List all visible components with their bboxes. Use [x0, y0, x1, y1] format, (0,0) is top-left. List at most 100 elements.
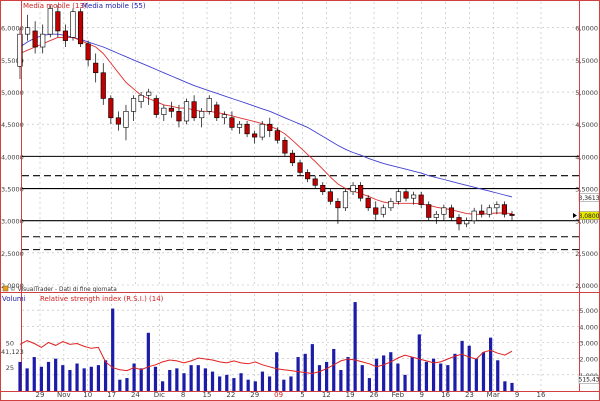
x-axis-label: 26: [370, 391, 379, 399]
volume-bar: [367, 378, 371, 391]
candle-up: [259, 123, 265, 138]
candle-up: [441, 207, 447, 215]
candle-down: [403, 191, 409, 199]
candle-down: [335, 201, 341, 209]
volume-bar: [389, 352, 393, 391]
volume-bar: [275, 352, 279, 391]
candle-down: [191, 101, 197, 119]
x-axis-label: 22: [226, 391, 235, 399]
candle-up: [183, 101, 190, 122]
candle-down: [77, 11, 84, 45]
volume-bar: [75, 363, 79, 391]
price-tick-label-left: 3,0000: [1, 218, 24, 226]
price-tick-label-left: 3,5000: [1, 186, 24, 194]
x-axis-label: 29: [250, 391, 259, 399]
x-axis-label: 15: [203, 391, 212, 399]
candle-up: [411, 194, 417, 199]
volume-bar: [246, 379, 250, 391]
candle-down: [479, 210, 485, 215]
volume-tick-label: 4.000: [579, 323, 598, 331]
volume-bar: [474, 358, 478, 391]
candle-up: [47, 8, 53, 35]
x-axis-label: 17: [107, 391, 116, 399]
x-axis-label: 10: [83, 391, 92, 399]
x-axis-label: 5: [300, 391, 304, 399]
x-axis-label: 9: [419, 391, 423, 399]
candle-up: [70, 11, 76, 38]
volume-bar: [396, 363, 400, 391]
volume-bar: [132, 363, 136, 391]
volume-bar: [203, 368, 207, 391]
volume-bar: [54, 358, 58, 391]
volume-bar: [460, 340, 464, 391]
volume-bar: [25, 368, 29, 391]
volume-bar: [189, 365, 193, 391]
price-tick-label-right: 3,5000: [575, 186, 598, 194]
candle-down: [85, 43, 91, 61]
legend-ma13: Media mobile (13): [23, 2, 87, 10]
volume-bar: [239, 373, 243, 391]
volume-bar: [111, 308, 115, 391]
candle-down: [252, 133, 258, 138]
candle-down: [229, 117, 235, 128]
volume-bar: [146, 332, 150, 391]
candle-down: [327, 191, 333, 202]
candle-up: [146, 91, 152, 96]
candle-up: [236, 123, 243, 128]
x-axis-label: 29: [36, 391, 45, 399]
price-tick-label-right: 6,0000: [575, 25, 598, 33]
price-tick-label-right: 4,5000: [575, 121, 598, 129]
volume-tick-label: 2.000: [579, 356, 598, 364]
price-tick-label-right: 3,0000: [575, 218, 598, 226]
price-tick-label-right: 4,0000: [575, 153, 598, 161]
price-tick-label-left: 4,0000: [1, 153, 24, 161]
candle-down: [373, 207, 379, 215]
candle-down: [282, 139, 288, 154]
price-value-tag-label: 3,3613: [579, 195, 600, 202]
candle-down: [153, 98, 159, 115]
candle-down: [297, 162, 303, 173]
candle-up: [350, 185, 356, 193]
candle-up: [433, 213, 439, 218]
candle-down: [108, 98, 114, 119]
volume-bar: [431, 358, 436, 391]
footer-note: © VisualTrader - Dati di fine giornata: [10, 286, 117, 293]
candle-down: [426, 204, 432, 218]
volume-bar: [182, 373, 186, 391]
candle-down: [244, 123, 250, 135]
volume-bar: [118, 379, 122, 391]
rsi-tick-label: 25: [6, 364, 14, 372]
x-axis-label: Feb: [392, 391, 405, 399]
x-axis-label: 9: [515, 391, 519, 399]
candle-up: [130, 98, 137, 112]
rsi-line: [19, 340, 513, 375]
volume-bar: [382, 355, 386, 391]
candle-down: [509, 213, 515, 216]
volume-bar: [332, 348, 336, 391]
candle-down: [456, 217, 462, 225]
volume-bar: [489, 337, 493, 391]
candle-down: [365, 197, 371, 209]
candle-down: [176, 111, 182, 122]
legend-rsi: Relative strength index (R.S.I.) (14): [40, 295, 164, 303]
volume-bar: [82, 368, 86, 391]
candle-down: [267, 123, 273, 131]
price-tick-label-right: 2,0000: [575, 282, 598, 290]
x-axis-label: 16: [537, 391, 546, 399]
volume-bar: [267, 376, 272, 391]
volume-bar: [196, 365, 200, 391]
legend-volume: Volumi: [2, 295, 26, 303]
volume-bar: [61, 365, 65, 391]
volume-bar: [481, 352, 486, 391]
x-axis-label: 12: [322, 391, 331, 399]
rsi-tick-label: 50: [6, 340, 14, 348]
volume-bar: [310, 344, 314, 391]
candle-down: [448, 207, 455, 218]
candle-up: [17, 33, 23, 67]
volume-bar: [153, 366, 158, 391]
x-axis-label: Dic: [154, 391, 165, 399]
candle-down: [168, 107, 174, 112]
volume-value-tag-label: 515,43: [579, 377, 600, 384]
x-axis-label: 16: [441, 391, 450, 399]
volume-tick-label: 5.000: [579, 307, 598, 315]
